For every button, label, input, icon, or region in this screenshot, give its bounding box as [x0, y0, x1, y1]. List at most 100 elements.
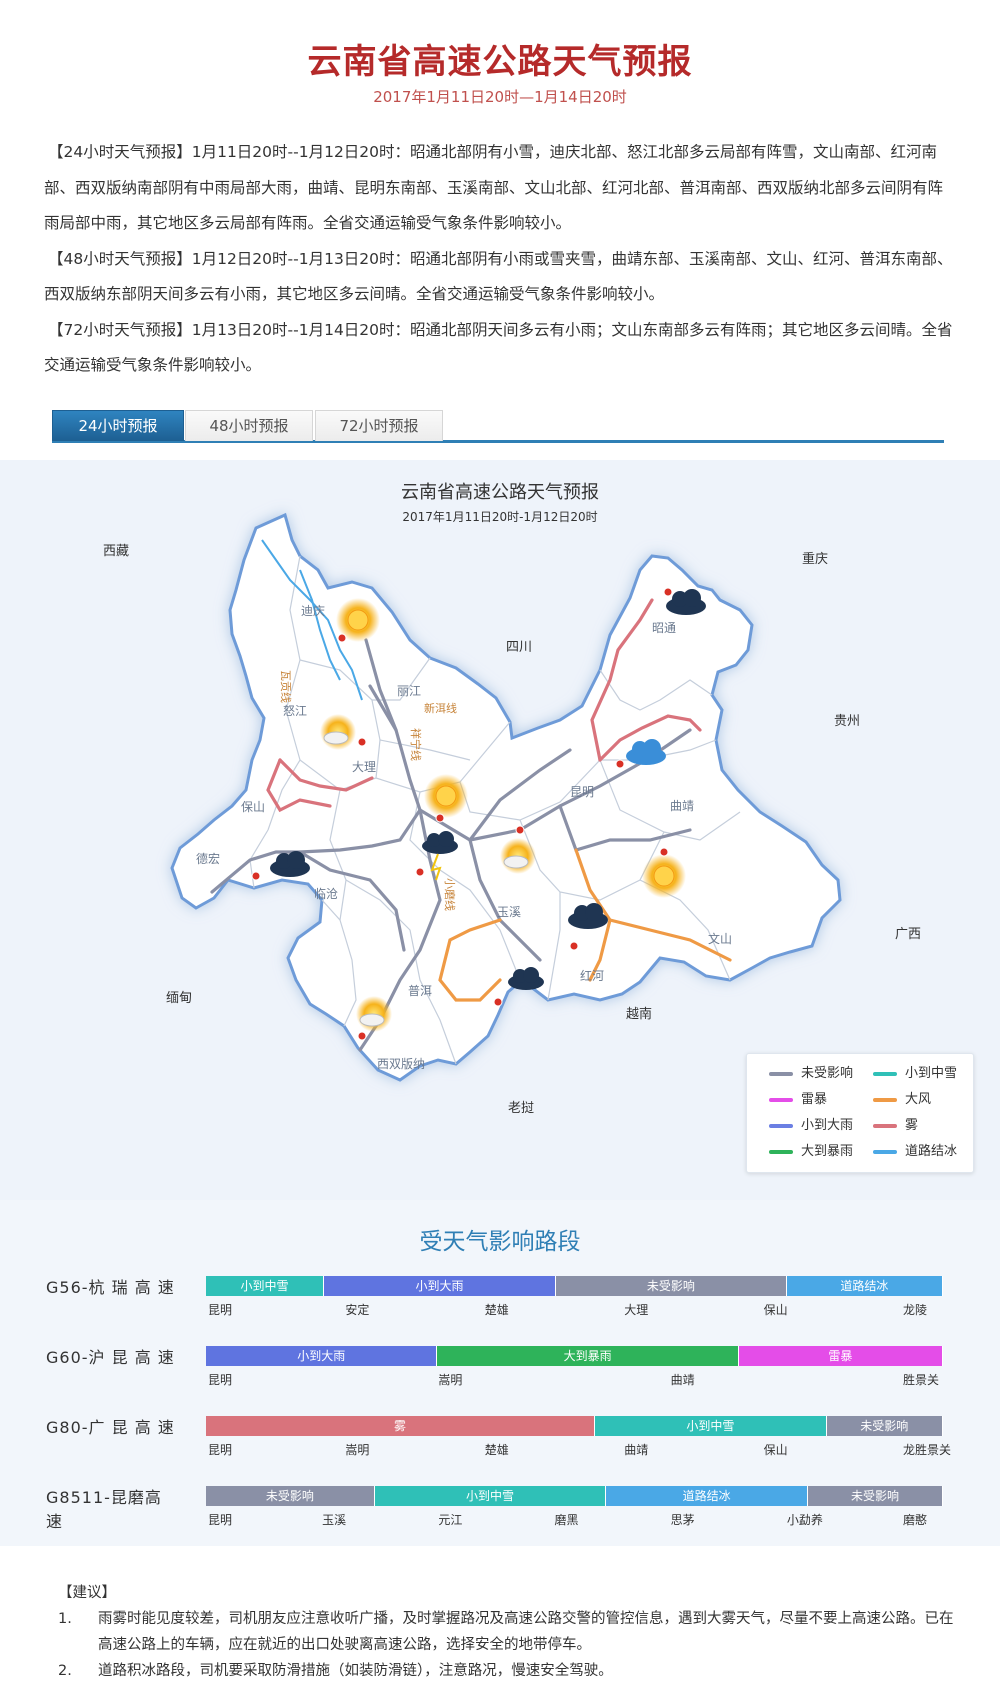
highway-labels: 瓦贡线 新洱线 祥宁线 小磨线: [279, 670, 457, 911]
affected-roads-title: 受天气影响路段: [419, 1229, 581, 1255]
city-labels: 迪庆 怒江 丽江 大理 保山 德宏 临沧 普洱 西双版纳 玉溪 昆明 曲靖 昭通…: [196, 604, 732, 1071]
legend-swatch: [873, 1097, 897, 1102]
pin-icon: [357, 737, 367, 747]
tab-72h-label: 72小时预报: [339, 417, 419, 435]
pin-icon: [357, 1031, 367, 1041]
road-city-label: 磨黑: [554, 1513, 579, 1527]
road-city-label: 楚雄: [484, 1303, 509, 1317]
road-city-label: 元江: [438, 1513, 463, 1527]
sun-icon: [642, 854, 686, 898]
label-line-xiangning: 祥宁线: [409, 728, 423, 761]
forecast-48h: 【48小时天气预报】1月12日20时--1月13日20时：昭通北部阴有小雨或雪夹…: [44, 249, 953, 304]
forecast-tabs: 24小时预报 48小时预报 72小时预报: [52, 410, 944, 443]
legend-item: 雾: [873, 1116, 918, 1136]
legend-label: 雷暴: [801, 1092, 828, 1107]
road-city-label: 曲靖: [624, 1443, 649, 1457]
road-city-label: 龙胜景关: [903, 1443, 952, 1457]
road-city-label: 嵩明: [438, 1373, 463, 1387]
road-segment[interactable]: 道路结冰: [606, 1486, 809, 1506]
map-title: 云南省高速公路天气预报: [401, 482, 599, 503]
road-bar: 未受影响 小到中雪 道路结冰 未受影响: [206, 1486, 943, 1506]
road-city-label: 龙陵: [903, 1303, 928, 1317]
road-name: G56-杭 瑞 高 速: [46, 1278, 175, 1297]
road-segment[interactable]: 小到大雨: [206, 1346, 438, 1366]
legend-item: 大到暴雨: [769, 1142, 853, 1162]
advice-item: 1. 雨雾时能见度较差，司机朋友应注意收听广播，及时掌握路况及高速公路交警的管控信…: [58, 1606, 958, 1658]
road-segment[interactable]: 道路结冰: [786, 1276, 943, 1296]
partly-cloudy-icon: [500, 838, 536, 874]
label-yuxi: 玉溪: [497, 905, 521, 919]
map-subtitle: 2017年1月11日20时-1月12日20时: [402, 510, 597, 524]
label-chongqing: 重庆: [802, 551, 828, 567]
label-line-xinning: 新洱线: [424, 701, 457, 715]
thunderstorm-icon: [422, 831, 458, 881]
label-dehong: 德宏: [196, 851, 220, 866]
page-subtitle: 2017年1月11日20时—1月14日20时: [373, 88, 627, 106]
tab-48h-label: 48小时预报: [209, 417, 289, 435]
label-yuenan: 越南: [626, 1006, 652, 1022]
legend-item: 未受影响: [769, 1064, 853, 1084]
road-bar: 小到大雨 大到暴雨 雷暴: [206, 1346, 943, 1366]
road-segment[interactable]: 雷暴: [738, 1346, 943, 1366]
label-honghe: 红河: [580, 968, 604, 983]
pin-icon: [435, 813, 445, 823]
legend-swatch: [769, 1097, 793, 1102]
road-city-label: 保山: [763, 1303, 788, 1317]
road-segment[interactable]: 小到中雪: [206, 1276, 324, 1296]
road-city-label: 胜景关: [903, 1373, 940, 1387]
road-segment[interactable]: 未受影响: [206, 1486, 375, 1506]
yunnan-outline: [170, 512, 842, 1082]
tab-48h[interactable]: 48小时预报: [185, 410, 313, 441]
road-segment[interactable]: 小到大雨: [323, 1276, 557, 1296]
pin-icon: [251, 871, 261, 881]
label-kunming: 昆明: [570, 785, 594, 799]
road-name: G60-沪 昆 高 速: [46, 1348, 175, 1367]
partly-cloudy-icons: [320, 714, 536, 1032]
pin-icon: [663, 587, 673, 597]
label-laowo: 老挝: [508, 1101, 534, 1116]
road-segment[interactable]: 小到中雪: [374, 1486, 607, 1506]
road-city-label: 思茅: [670, 1513, 695, 1527]
road-segment[interactable]: 未受影响: [808, 1486, 943, 1506]
legend-item: 道路结冰: [873, 1142, 957, 1162]
road-segment[interactable]: 雾: [206, 1416, 596, 1436]
road-city-label: 磨憨: [903, 1513, 928, 1527]
road-bar: 雾小到中雪 未受影响: [206, 1416, 943, 1436]
label-line-xiaomo: 小磨线: [443, 878, 457, 911]
road-city-label: 大理: [624, 1303, 649, 1317]
label-lincang: 临沧: [314, 886, 338, 901]
location-pins: [251, 587, 673, 1041]
label-xizang: 西藏: [103, 544, 129, 559]
rain-cloud-icon: [568, 903, 608, 929]
road-segment[interactable]: 未受影响: [826, 1416, 943, 1436]
road-segment[interactable]: 大到暴雨: [437, 1346, 739, 1366]
weather-map: 云南省高速公路天气预报 2017年1月11日20时-1月12日20时: [0, 460, 1000, 1200]
road-city-label: 楚雄: [484, 1443, 509, 1457]
road-city-label: 小勐养: [786, 1513, 823, 1527]
page-title: 云南省高速公路天气预报: [307, 42, 693, 82]
highways: [210, 598, 732, 1052]
road-segment[interactable]: 未受影响: [556, 1276, 787, 1296]
legend-item: 大风: [873, 1090, 931, 1110]
road-city-label: 曲靖: [670, 1373, 695, 1387]
map-legend: 未受影响 小到中雪 雷暴 大风 小到大雨 雾 大到暴雨 道路结冰: [746, 1053, 974, 1173]
legend-swatch: [769, 1149, 793, 1154]
road-segment[interactable]: 小到中雪: [595, 1416, 827, 1436]
advice-number: 2.: [58, 1663, 72, 1679]
advice-text: 道路积冰路段，司机要采取防滑措施（如装防滑链），注意路况，慢速安全驾驶。: [98, 1663, 613, 1679]
pin-icon: [569, 941, 579, 951]
rain-cloud-icon: [508, 967, 544, 990]
label-wenshan: 文山: [708, 931, 732, 946]
legend-item: 小到大雨: [769, 1116, 853, 1136]
tab-72h[interactable]: 72小时预报: [315, 410, 443, 441]
label-xishuangbanna: 西双版纳: [377, 1057, 425, 1071]
pin-icon: [659, 847, 669, 857]
forecast-text: 【24小时天气预报】1月11日20时--1月12日20时：昭通北部阴有小雪，迪庆…: [44, 135, 954, 384]
tab-24h[interactable]: 24小时预报: [52, 410, 184, 441]
legend-item: 小到中雪: [873, 1064, 957, 1084]
label-puer: 普洱: [408, 984, 432, 998]
label-zhaotong: 昭通: [652, 621, 676, 635]
road-city-label: 昆明: [208, 1513, 233, 1527]
legend-swatch: [769, 1123, 793, 1128]
sun-icon: [336, 598, 380, 642]
